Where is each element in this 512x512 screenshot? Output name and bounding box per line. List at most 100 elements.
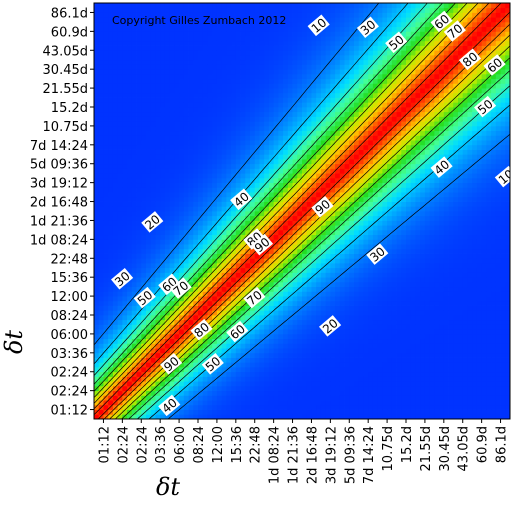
- heatmap-cell: [245, 135, 251, 141]
- heatmap-cell: [122, 159, 128, 165]
- heatmap-cell: [306, 333, 312, 340]
- heatmap-cell: [122, 329, 128, 335]
- heatmap-cell: [268, 73, 275, 80]
- heatmap-cell: [264, 348, 270, 354]
- heatmap-cell: [231, 395, 237, 401]
- heatmap-cell: [188, 390, 194, 396]
- heatmap-cell: [174, 135, 180, 141]
- heatmap-cell: [287, 385, 293, 392]
- heatmap-cell: [122, 102, 128, 108]
- heatmap-cell: [268, 121, 275, 127]
- heatmap-cell: [302, 107, 308, 113]
- heatmap-cell: [273, 36, 279, 42]
- heatmap-cell: [98, 125, 104, 132]
- heatmap-cell: [268, 400, 275, 406]
- heatmap-cell: [226, 130, 232, 136]
- heatmap-cell: [150, 310, 156, 316]
- heatmap-cell: [122, 300, 128, 306]
- heatmap-cell: [98, 258, 104, 264]
- heatmap-cell: [150, 177, 156, 184]
- heatmap-cell: [278, 286, 284, 292]
- heatmap-cell: [112, 286, 119, 292]
- heatmap-cell: [198, 277, 204, 283]
- heatmap-cell: [221, 111, 227, 117]
- heatmap-cell: [325, 414, 331, 419]
- heatmap-cell: [136, 211, 142, 217]
- heatmap-cell: [358, 395, 364, 401]
- heatmap-cell: [339, 140, 345, 146]
- heatmap-cell: [160, 140, 166, 146]
- heatmap-cell: [278, 102, 284, 108]
- heatmap-cell: [155, 291, 161, 297]
- heatmap-cell: [311, 73, 317, 80]
- heatmap-cell: [174, 102, 180, 108]
- heatmap-cell: [141, 248, 147, 254]
- heatmap-cell: [221, 357, 227, 363]
- heatmap-cell: [316, 149, 322, 155]
- heatmap-cell: [160, 182, 166, 188]
- heatmap-cell: [330, 400, 336, 406]
- heatmap-cell: [94, 258, 100, 264]
- heatmap-cell: [226, 333, 232, 340]
- heatmap-cell: [122, 201, 128, 207]
- heatmap-cell: [193, 215, 199, 221]
- heatmap-cell: [207, 88, 213, 94]
- heatmap-cell: [354, 400, 360, 406]
- heatmap-cell: [283, 64, 289, 70]
- heatmap-cell: [320, 404, 327, 410]
- heatmap-cell: [273, 385, 279, 392]
- heatmap-cell: [169, 135, 175, 141]
- heatmap-cell: [349, 409, 355, 415]
- heatmap-cell: [141, 144, 147, 150]
- heatmap-cell: [325, 17, 331, 23]
- heatmap-cell: [259, 395, 265, 401]
- heatmap-cell: [174, 367, 180, 373]
- heatmap-cell: [245, 414, 251, 419]
- heatmap-cell: [302, 97, 308, 103]
- heatmap-cell: [330, 173, 336, 179]
- heatmap-cell: [202, 111, 208, 117]
- heatmap-cell: [278, 111, 284, 117]
- heatmap-cell: [131, 121, 137, 127]
- heatmap-cell: [250, 135, 256, 141]
- heatmap-cell: [136, 144, 142, 150]
- heatmap-cell: [207, 253, 213, 259]
- heatmap-cell: [221, 168, 227, 174]
- heatmap-cell: [235, 45, 241, 51]
- heatmap-cell: [259, 111, 265, 117]
- heatmap-cell: [254, 263, 260, 269]
- heatmap-cell: [268, 248, 275, 254]
- heatmap-cell: [94, 107, 100, 113]
- heatmap-cell: [122, 187, 128, 193]
- heatmap-cell: [325, 315, 331, 321]
- heatmap-cell: [283, 371, 289, 377]
- heatmap-cell: [188, 357, 194, 363]
- heatmap-cell: [112, 310, 119, 316]
- heatmap-cell: [112, 163, 119, 169]
- heatmap-cell: [335, 305, 341, 311]
- heatmap-cell: [283, 73, 289, 80]
- heatmap-cell: [207, 130, 213, 136]
- heatmap-cell: [221, 362, 227, 368]
- heatmap-cell: [344, 234, 350, 240]
- heatmap-cell: [141, 329, 147, 335]
- heatmap-cell: [98, 31, 104, 37]
- heatmap-cell: [316, 329, 322, 335]
- heatmap-cell: [136, 21, 142, 28]
- heatmap-cell: [358, 352, 364, 358]
- heatmap-cell: [164, 50, 171, 56]
- heatmap-cell: [216, 201, 223, 207]
- heatmap-cell: [221, 125, 227, 132]
- heatmap-cell: [146, 83, 152, 89]
- heatmap-cell: [198, 111, 204, 117]
- heatmap-cell: [235, 12, 241, 18]
- heatmap-cell: [344, 348, 350, 354]
- heatmap-cell: [226, 111, 232, 117]
- heatmap-cell: [344, 140, 350, 146]
- heatmap-cell: [136, 121, 142, 127]
- heatmap-cell: [193, 55, 199, 61]
- heatmap-cell: [240, 385, 246, 392]
- heatmap-cell: [344, 168, 350, 174]
- heatmap-cell: [188, 272, 194, 278]
- heatmap-cell: [164, 31, 171, 37]
